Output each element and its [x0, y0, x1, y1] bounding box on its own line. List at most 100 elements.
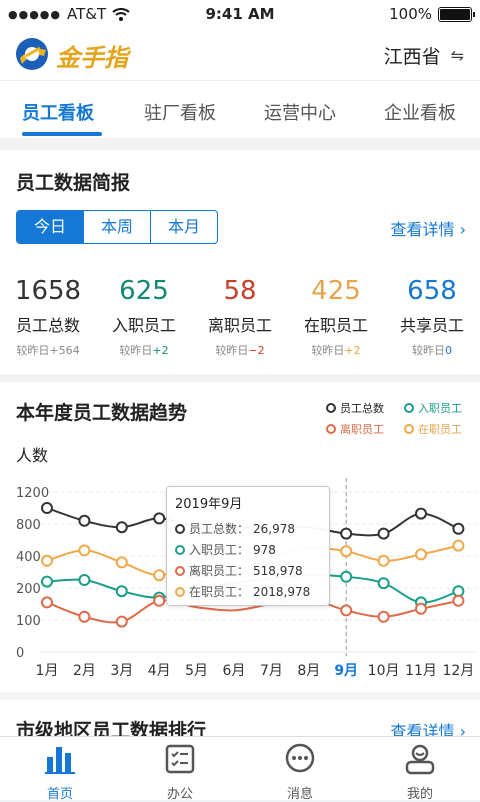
data-point [377, 554, 390, 567]
swap-arrows-icon: ⇋ [450, 46, 464, 65]
x-tick-label: 2月 [73, 663, 96, 679]
stat-shared-label: 共享员工 [399, 316, 464, 335]
stat-onboard-value: 625 [119, 276, 169, 306]
data-point [78, 610, 91, 623]
data-point [340, 545, 353, 558]
stat-total[interactable]: 1658 员工总数 较昨日+564 [0, 276, 96, 358]
period-today[interactable]: 今日 [17, 211, 84, 243]
tabbar-home-label: 首页 [46, 787, 73, 802]
data-point [41, 502, 53, 514]
status-bar: ●●●●● AT&T 9:41 AM 100% [0, 0, 480, 28]
y-tick-label: 200 [16, 582, 41, 597]
app-name: 金手指 [56, 44, 128, 72]
summary-detail-link[interactable]: 查看详情 › [390, 216, 466, 240]
tabbar-profile[interactable]: 我的 [375, 743, 465, 802]
data-point [41, 554, 53, 567]
data-point [115, 615, 128, 628]
office-checklist-icon [165, 744, 195, 774]
x-tick-label: 3月 [110, 663, 133, 679]
trend-card: 本年度员工数据趋势 员工总数 入职员工 离职员工 在职员工 人数 0 100 200… [0, 382, 480, 692]
data-point [78, 514, 91, 527]
tooltip-row-active: 在职员工： 2018,978 [175, 581, 321, 602]
message-bubble-icon [285, 743, 315, 773]
trend-title: 本年度员工数据趋势 [16, 402, 188, 424]
tabbar-messages-label: 消息 [286, 787, 313, 802]
x-tick-label: 1月 [36, 663, 59, 679]
tooltip-title: 2019年9月 [175, 497, 243, 512]
ranking-detail-link[interactable]: 查看详情 › [390, 718, 466, 736]
data-point [115, 585, 128, 598]
legend-onboard[interactable]: 入职员工 [404, 400, 462, 416]
data-point [115, 556, 128, 569]
data-point [41, 575, 53, 588]
app-logo-icon [16, 38, 48, 70]
legend-active-label: 在职员工 [418, 423, 462, 436]
data-point [377, 577, 390, 590]
ranking-title: 市级地区员工数据排行 [16, 720, 207, 736]
battery-percent: 100% [389, 5, 432, 23]
tabbar-home[interactable]: 首页 [15, 743, 105, 802]
legend-active-marker [404, 424, 414, 434]
stat-shared[interactable]: 658 共享员工 较昨日0 [384, 276, 480, 358]
legend-total-marker [326, 403, 336, 413]
tabbar-office[interactable]: 办公 [135, 743, 225, 802]
tooltip-row-resigned: 离职员工： 518,978 [175, 560, 321, 581]
stat-resigned-compare: 较昨日−2 [215, 344, 265, 357]
legend-onboard-label: 入职员工 [418, 402, 462, 415]
region-label: 江西省 [383, 46, 441, 68]
tab-factory-board[interactable]: 驻厂看板 [144, 103, 216, 124]
tab-enterprise-board[interactable]: 企业看板 [384, 103, 456, 124]
tooltip-row-onboard: 入职员工： 978 [175, 539, 321, 560]
y-tick-label: 1200 [16, 486, 49, 501]
data-point [452, 539, 465, 552]
data-point [340, 527, 353, 540]
data-point [340, 604, 353, 617]
y-tick-label: 100 [16, 614, 41, 629]
data-point [415, 548, 427, 561]
tab-operations-center[interactable]: 运营中心 [264, 103, 336, 124]
y-axis-unit: 人数 [16, 446, 49, 465]
stat-onboard-compare: 较昨日+2 [119, 344, 169, 357]
y-tick-label: 400 [16, 550, 41, 565]
stat-shared-compare: 较昨日0 [412, 344, 452, 357]
data-point [415, 602, 427, 615]
trend-line-chart[interactable]: 0 100 200 400 800 1200 1月 2月 3月 4月 5月 6月 7月 8月 9月 10月 11… [0, 472, 480, 682]
chart-tooltip: 2019年9月 员工总数： 26,978 入职员工： 978 离职员工： 518,97… [166, 486, 330, 606]
legend-resigned[interactable]: 离职员工 [326, 421, 384, 437]
legend-onboard-marker [404, 403, 414, 413]
legend-resigned-marker [326, 424, 336, 434]
y-tick-label: 800 [16, 518, 41, 533]
stat-shared-value: 658 [407, 276, 457, 306]
stat-active[interactable]: 425 在职员工 较昨日+2 [288, 276, 384, 358]
data-point [452, 594, 465, 607]
data-point [415, 507, 427, 520]
region-selector[interactable]: 江西省 ⇋ [384, 42, 464, 69]
period-month[interactable]: 本月 [167, 217, 200, 236]
legend-total[interactable]: 员工总数 [326, 400, 384, 416]
tab-employee-board[interactable]: 员工看板 [22, 103, 94, 124]
tabbar-messages[interactable]: 消息 [255, 743, 345, 802]
data-point [340, 570, 353, 583]
x-tick-label: 6月 [223, 663, 246, 679]
period-week[interactable]: 本周 [84, 211, 151, 243]
stat-resigned-label: 离职员工 [207, 316, 272, 335]
data-point [452, 585, 465, 598]
stat-resigned[interactable]: 58 离职员工 较昨日−2 [192, 276, 288, 358]
data-point [153, 594, 166, 607]
data-point [78, 574, 91, 586]
legend-active[interactable]: 在职员工 [404, 421, 462, 437]
tabbar-office-label: 办公 [166, 787, 193, 802]
data-point [377, 527, 390, 540]
tooltip-row-total: 员工总数： 26,978 [175, 518, 321, 539]
signal-dots-icon: ●●●●● [8, 7, 61, 21]
data-point [153, 512, 166, 525]
active-tab-indicator [22, 132, 102, 136]
status-right: 100% [389, 5, 475, 23]
stat-onboard-label: 入职员工 [111, 316, 176, 335]
profile-icon [405, 744, 435, 775]
stat-total-label: 员工总数 [15, 316, 80, 335]
chevron-right-icon: › [459, 220, 466, 239]
wifi-icon [112, 8, 130, 21]
stat-onboard[interactable]: 625 入职员工 较昨日+2 [96, 276, 192, 358]
x-tick-label: 5月 [185, 663, 208, 679]
